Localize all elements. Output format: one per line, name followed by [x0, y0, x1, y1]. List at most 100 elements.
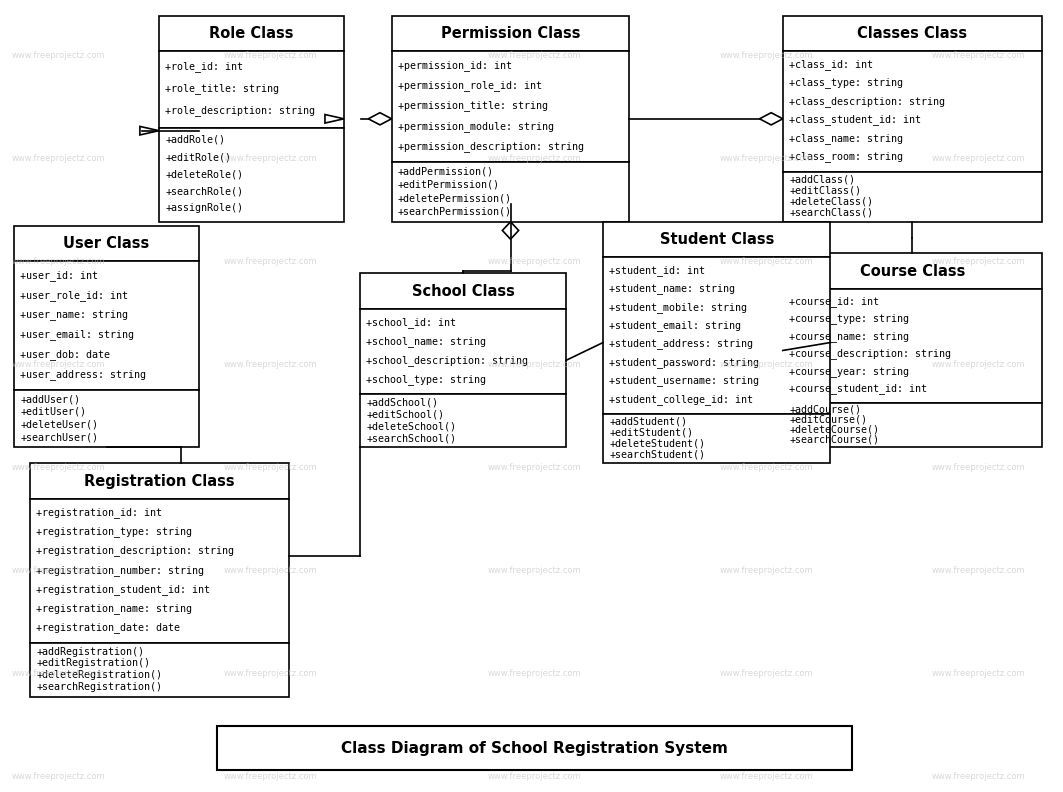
Text: +course_description: string: +course_description: string	[789, 348, 951, 360]
FancyBboxPatch shape	[391, 162, 629, 222]
Text: +editPermission(): +editPermission()	[398, 180, 500, 190]
Text: www.freeprojectz.com: www.freeprojectz.com	[720, 565, 814, 575]
Text: +registration_number: string: +registration_number: string	[36, 565, 204, 576]
Text: www.freeprojectz.com: www.freeprojectz.com	[931, 565, 1025, 575]
FancyBboxPatch shape	[391, 16, 629, 51]
Text: www.freeprojectz.com: www.freeprojectz.com	[223, 463, 317, 472]
Text: www.freeprojectz.com: www.freeprojectz.com	[720, 154, 814, 163]
Text: +student_college_id: int: +student_college_id: int	[609, 394, 754, 405]
Text: Registration Class: Registration Class	[84, 474, 235, 489]
Text: +addCourse(): +addCourse()	[789, 405, 861, 415]
Text: +permission_id: int: +permission_id: int	[398, 60, 512, 71]
Text: Classes Class: Classes Class	[857, 26, 967, 41]
Text: www.freeprojectz.com: www.freeprojectz.com	[931, 257, 1025, 266]
Text: +editClass(): +editClass()	[789, 185, 861, 196]
Text: www.freeprojectz.com: www.freeprojectz.com	[931, 668, 1025, 678]
Text: +user_email: string: +user_email: string	[20, 329, 134, 341]
Text: www.freeprojectz.com: www.freeprojectz.com	[488, 154, 581, 163]
Text: +permission_module: string: +permission_module: string	[398, 120, 554, 131]
Text: +assignRole(): +assignRole()	[165, 203, 243, 213]
Text: +school_name: string: +school_name: string	[366, 336, 486, 347]
FancyBboxPatch shape	[30, 463, 289, 499]
Text: www.freeprojectz.com: www.freeprojectz.com	[223, 51, 317, 60]
Text: +searchPermission(): +searchPermission()	[398, 206, 512, 216]
FancyBboxPatch shape	[603, 257, 830, 414]
Text: +deleteClass(): +deleteClass()	[789, 196, 873, 207]
Text: +registration_name: string: +registration_name: string	[36, 603, 192, 614]
Text: www.freeprojectz.com: www.freeprojectz.com	[12, 463, 105, 472]
Text: +searchClass(): +searchClass()	[789, 208, 873, 218]
Text: +searchCourse(): +searchCourse()	[789, 435, 879, 444]
Text: +course_type: string: +course_type: string	[789, 314, 909, 324]
FancyBboxPatch shape	[360, 394, 566, 447]
Text: +class_type: string: +class_type: string	[789, 78, 904, 89]
Text: www.freeprojectz.com: www.freeprojectz.com	[931, 771, 1025, 781]
Text: +editStudent(): +editStudent()	[609, 428, 693, 438]
Text: +searchUser(): +searchUser()	[20, 432, 99, 442]
FancyBboxPatch shape	[159, 51, 344, 128]
Text: +student_mobile: string: +student_mobile: string	[609, 302, 747, 313]
Text: +addSchool(): +addSchool()	[366, 398, 438, 408]
FancyBboxPatch shape	[603, 222, 830, 257]
Polygon shape	[325, 115, 344, 123]
Text: www.freeprojectz.com: www.freeprojectz.com	[720, 771, 814, 781]
Text: +student_username: string: +student_username: string	[609, 375, 759, 386]
Text: www.freeprojectz.com: www.freeprojectz.com	[223, 668, 317, 678]
Text: Student Class: Student Class	[659, 232, 774, 247]
Text: www.freeprojectz.com: www.freeprojectz.com	[12, 51, 105, 60]
FancyBboxPatch shape	[360, 309, 566, 394]
Text: www.freeprojectz.com: www.freeprojectz.com	[12, 668, 105, 678]
Text: +deleteCourse(): +deleteCourse()	[789, 425, 879, 435]
Text: www.freeprojectz.com: www.freeprojectz.com	[720, 668, 814, 678]
Text: +school_id: int: +school_id: int	[366, 317, 456, 328]
Text: +role_title: string: +role_title: string	[165, 83, 280, 94]
Text: +deleteUser(): +deleteUser()	[20, 420, 99, 429]
FancyBboxPatch shape	[159, 16, 344, 51]
Text: +searchSchool(): +searchSchool()	[366, 433, 456, 443]
Text: www.freeprojectz.com: www.freeprojectz.com	[223, 360, 317, 369]
Text: +registration_date: date: +registration_date: date	[36, 623, 181, 634]
Text: www.freeprojectz.com: www.freeprojectz.com	[488, 257, 581, 266]
Text: www.freeprojectz.com: www.freeprojectz.com	[488, 360, 581, 369]
FancyBboxPatch shape	[782, 51, 1042, 172]
Text: +class_name: string: +class_name: string	[789, 133, 904, 144]
Text: +searchStudent(): +searchStudent()	[609, 450, 706, 459]
Text: www.freeprojectz.com: www.freeprojectz.com	[931, 360, 1025, 369]
FancyBboxPatch shape	[782, 403, 1042, 447]
FancyBboxPatch shape	[14, 261, 199, 390]
Text: www.freeprojectz.com: www.freeprojectz.com	[488, 463, 581, 472]
FancyBboxPatch shape	[360, 273, 566, 309]
Text: www.freeprojectz.com: www.freeprojectz.com	[488, 771, 581, 781]
Text: +student_id: int: +student_id: int	[609, 265, 706, 276]
Text: +class_student_id: int: +class_student_id: int	[789, 115, 922, 125]
Text: +deleteRegistration(): +deleteRegistration()	[36, 671, 163, 680]
Text: www.freeprojectz.com: www.freeprojectz.com	[720, 51, 814, 60]
Text: +user_dob: date: +user_dob: date	[20, 349, 111, 360]
Text: +editUser(): +editUser()	[20, 407, 86, 417]
FancyBboxPatch shape	[159, 128, 344, 222]
Text: www.freeprojectz.com: www.freeprojectz.com	[720, 463, 814, 472]
Polygon shape	[140, 127, 159, 135]
Text: Course Class: Course Class	[860, 264, 965, 279]
Text: www.freeprojectz.com: www.freeprojectz.com	[488, 668, 581, 678]
Text: www.freeprojectz.com: www.freeprojectz.com	[12, 360, 105, 369]
Text: +editCourse(): +editCourse()	[789, 415, 867, 425]
Text: User Class: User Class	[64, 236, 150, 251]
Text: +school_type: string: +school_type: string	[366, 374, 486, 385]
FancyBboxPatch shape	[603, 414, 830, 463]
Text: +user_name: string: +user_name: string	[20, 310, 129, 320]
FancyBboxPatch shape	[30, 499, 289, 643]
Text: +addClass(): +addClass()	[789, 174, 855, 185]
Text: www.freeprojectz.com: www.freeprojectz.com	[12, 771, 105, 781]
Text: www.freeprojectz.com: www.freeprojectz.com	[931, 154, 1025, 163]
Text: www.freeprojectz.com: www.freeprojectz.com	[931, 463, 1025, 472]
Text: +student_address: string: +student_address: string	[609, 338, 754, 349]
Text: +editRegistration(): +editRegistration()	[36, 658, 150, 668]
Text: Permission Class: Permission Class	[441, 26, 580, 41]
Text: +editRole(): +editRole()	[165, 152, 232, 162]
Text: +registration_description: string: +registration_description: string	[36, 546, 234, 556]
Text: www.freeprojectz.com: www.freeprojectz.com	[223, 257, 317, 266]
Text: www.freeprojectz.com: www.freeprojectz.com	[223, 154, 317, 163]
Text: +class_description: string: +class_description: string	[789, 96, 945, 107]
Text: www.freeprojectz.com: www.freeprojectz.com	[12, 257, 105, 266]
